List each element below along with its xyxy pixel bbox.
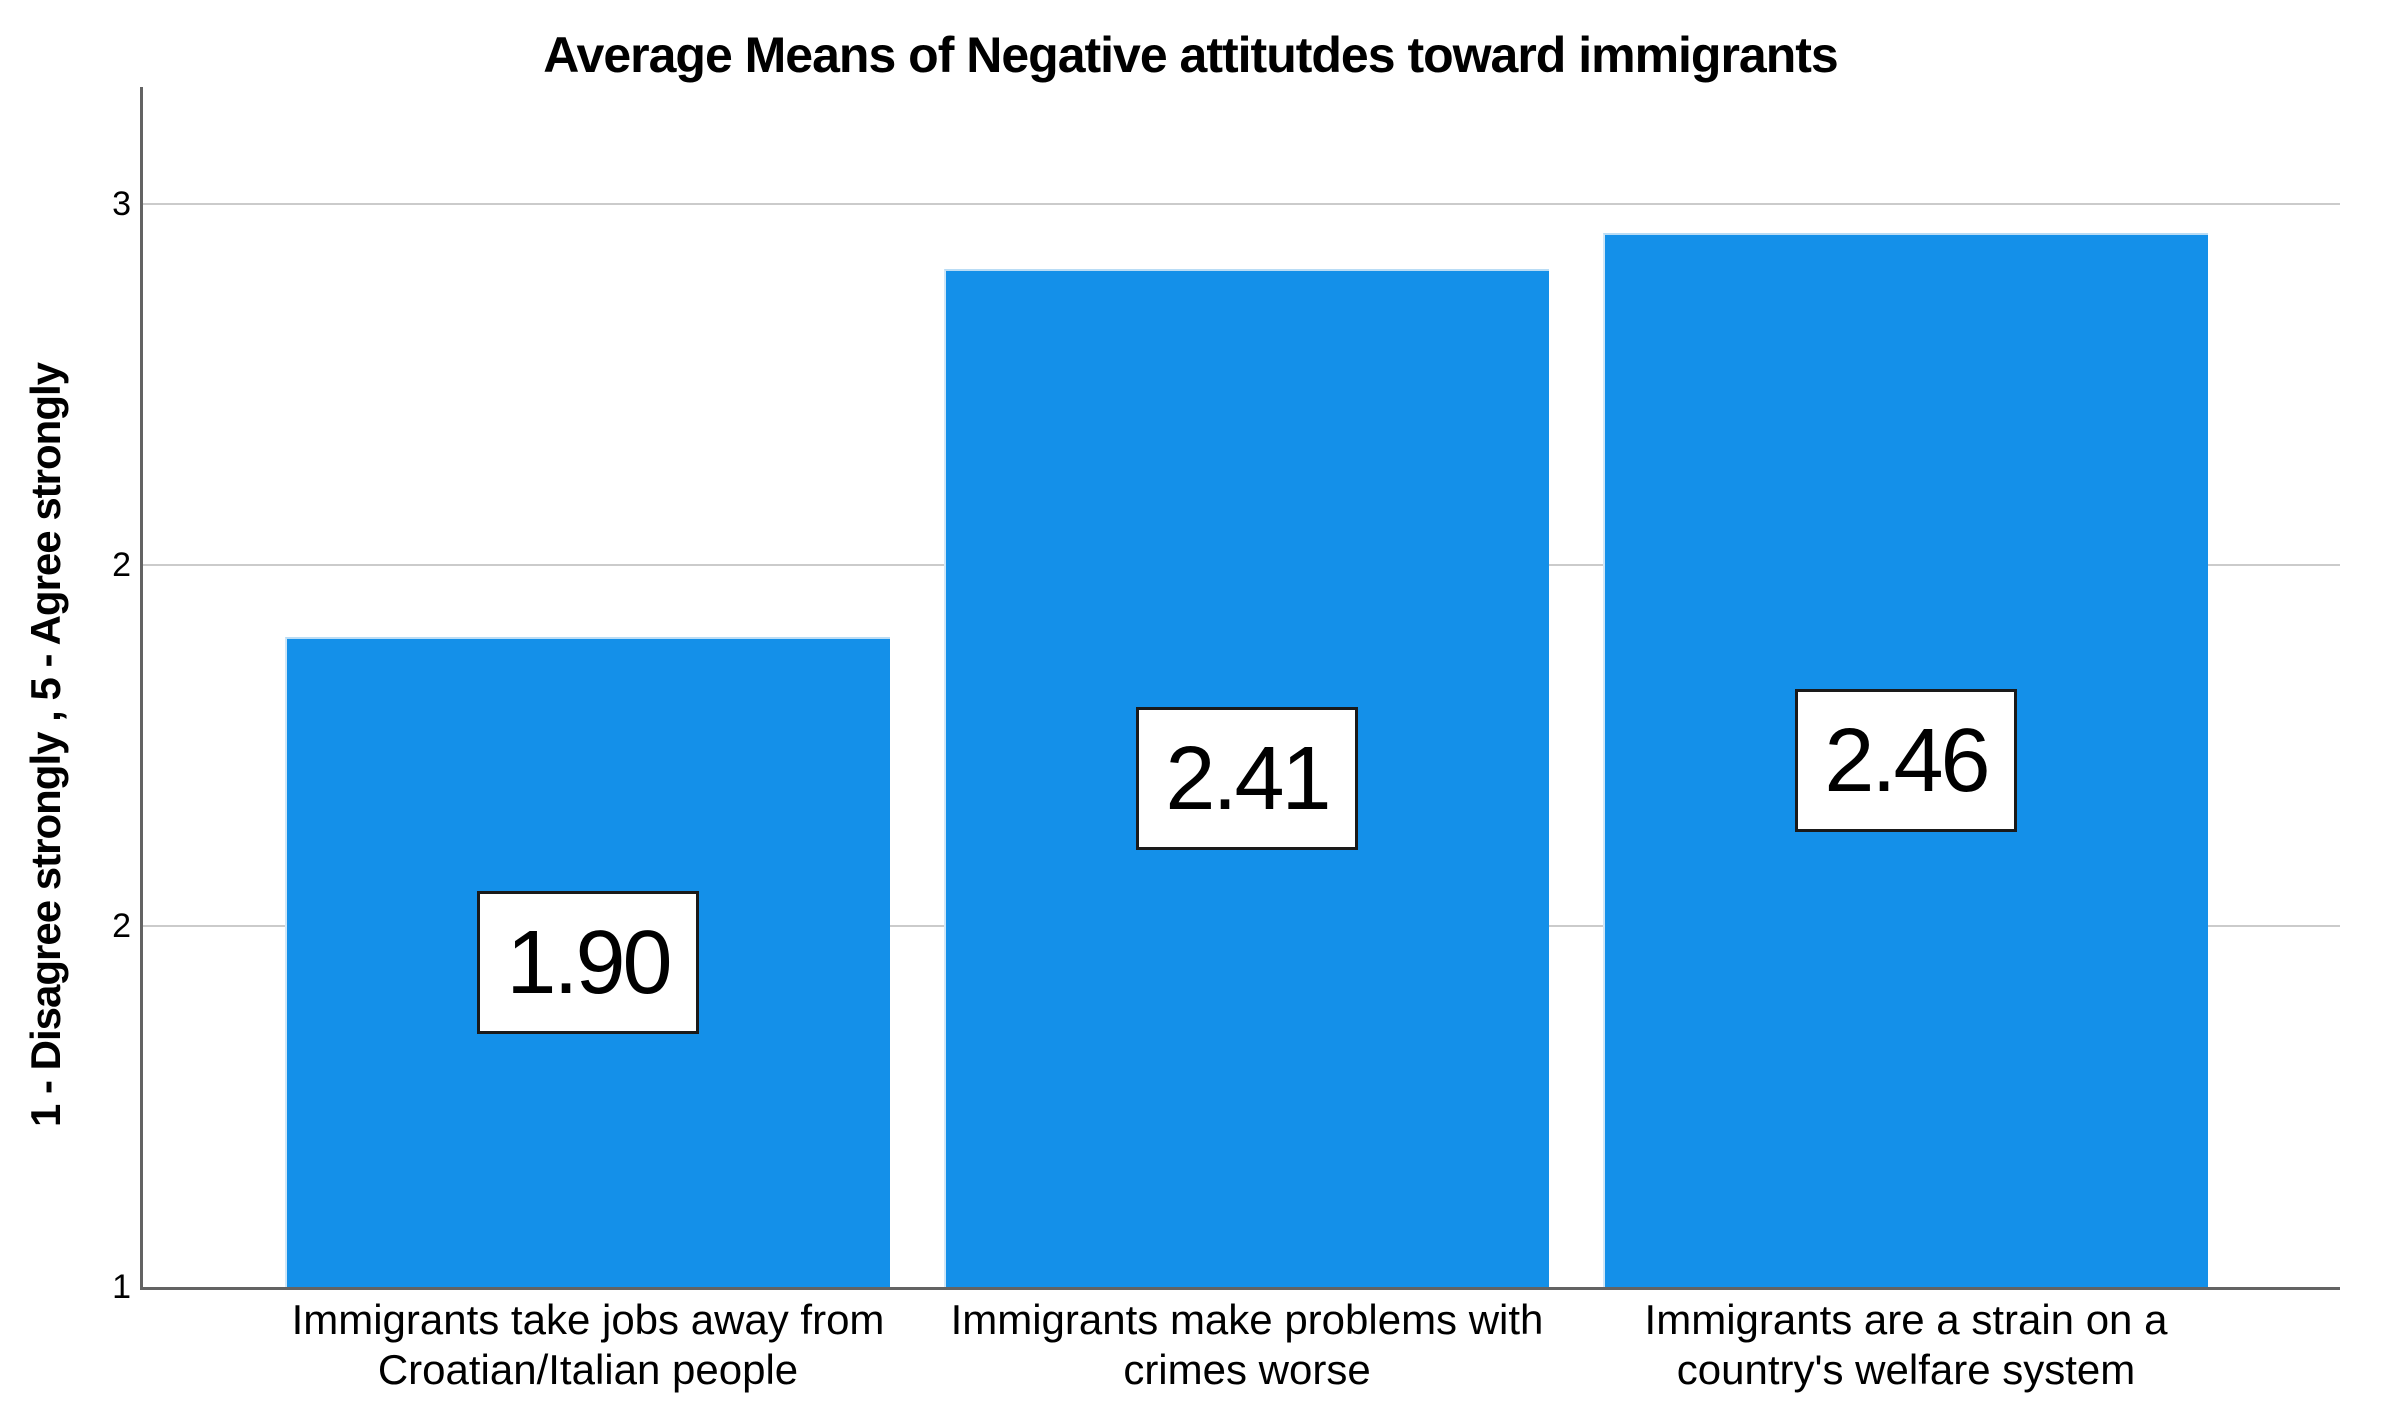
category-line: Immigrants are a strain on a <box>1644 1296 2168 1343</box>
y-tick-label: 2 <box>112 546 131 584</box>
x-category-label: Immigrants are a strain on a country's we… <box>1556 1295 2256 1394</box>
y-tick-label: 1 <box>112 1268 131 1306</box>
value-label-box: 1.90 <box>477 891 699 1034</box>
category-line: Croatian/Italian people <box>377 1345 799 1393</box>
gridline <box>143 203 2340 205</box>
value-label: 1.90 <box>506 912 672 1013</box>
category-line: Immigrants make problems with <box>950 1296 1544 1343</box>
x-category-label: Immigrants take jobs away from Croatian/I… <box>238 1295 938 1394</box>
x-category-label: Immigrants make problems with crimes wors… <box>897 1295 1597 1394</box>
value-label-box: 2.46 <box>1795 689 2017 832</box>
y-tick-label: 3 <box>112 185 131 223</box>
value-label-box: 2.41 <box>1136 707 1358 850</box>
category-line: crimes worse <box>1123 1345 1371 1393</box>
value-label: 2.41 <box>1165 728 1331 829</box>
category-line: country's welfare system <box>1676 1345 2136 1393</box>
y-tick-label: 2 <box>112 907 131 945</box>
plot-area: 1.90 2.41 2.46 <box>140 87 2340 1290</box>
category-line: Immigrants take jobs away from <box>291 1296 885 1343</box>
value-label: 2.46 <box>1824 710 1990 811</box>
chart-title: Average Means of Negative attitutdes tow… <box>543 27 1838 83</box>
y-axis-title: 1 - Disagree strongly , 5 - Agree strong… <box>22 363 69 1127</box>
